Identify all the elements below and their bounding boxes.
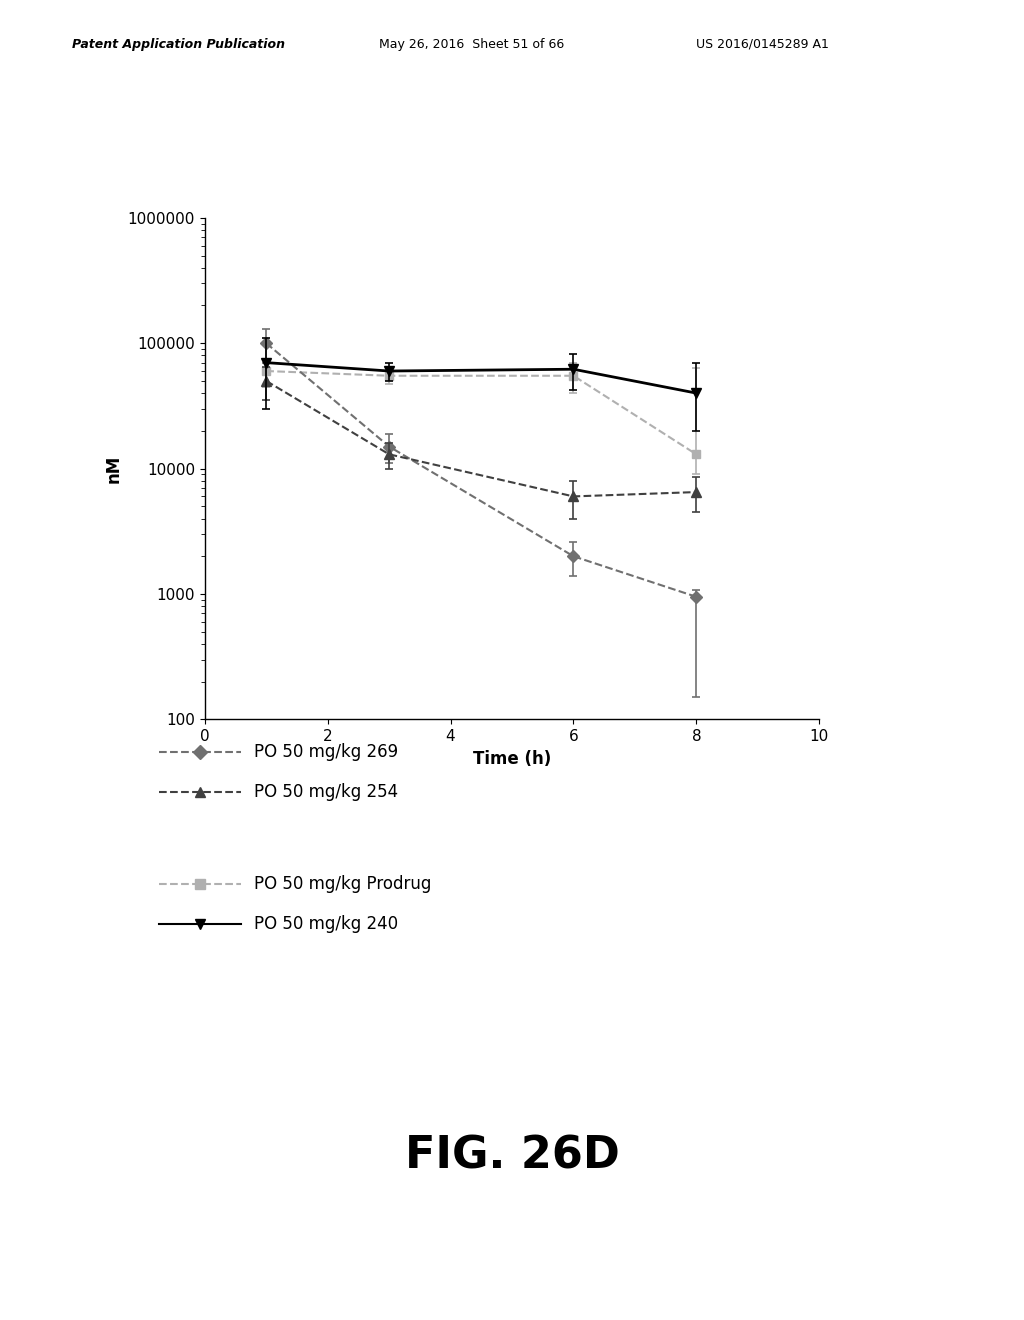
Text: PO 50 mg/kg Prodrug: PO 50 mg/kg Prodrug: [254, 875, 431, 894]
Text: FIG. 26D: FIG. 26D: [404, 1134, 620, 1177]
Text: PO 50 mg/kg 269: PO 50 mg/kg 269: [254, 743, 398, 762]
Text: US 2016/0145289 A1: US 2016/0145289 A1: [696, 37, 829, 50]
Text: Patent Application Publication: Patent Application Publication: [72, 37, 285, 50]
Text: May 26, 2016  Sheet 51 of 66: May 26, 2016 Sheet 51 of 66: [379, 37, 564, 50]
Text: PO 50 mg/kg 240: PO 50 mg/kg 240: [254, 915, 398, 933]
Text: PO 50 mg/kg 254: PO 50 mg/kg 254: [254, 783, 398, 801]
X-axis label: Time (h): Time (h): [473, 750, 551, 768]
Y-axis label: nM: nM: [104, 454, 122, 483]
